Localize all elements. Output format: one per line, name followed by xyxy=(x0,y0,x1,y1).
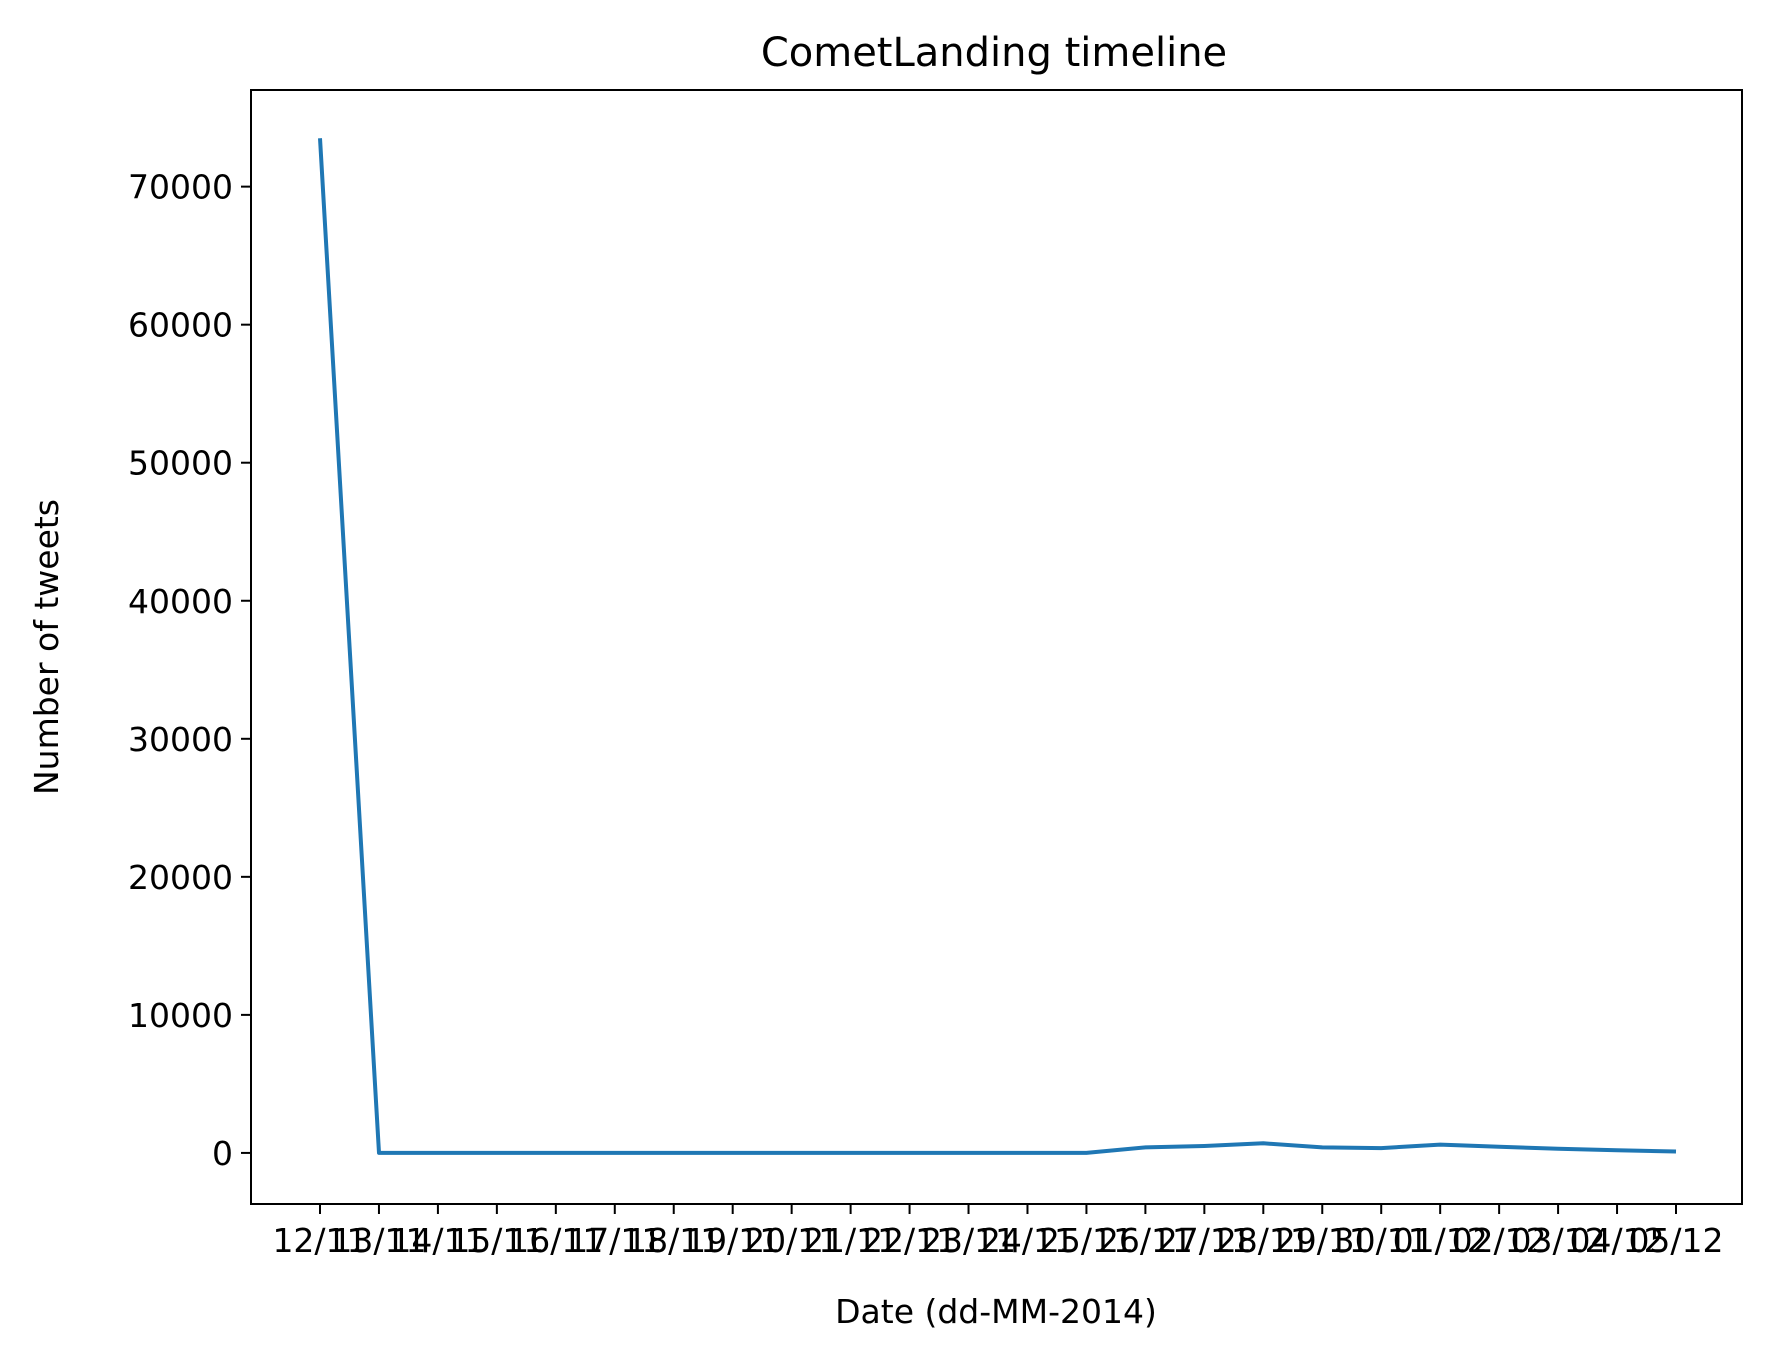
x-tick-label: 26/11 xyxy=(1098,1221,1193,1260)
y-tick-label: 10000 xyxy=(128,996,233,1035)
x-tick-label: 16/11 xyxy=(508,1221,603,1260)
x-tick-label: 21/11 xyxy=(803,1221,898,1260)
y-axis: 0 10000 20000 30000 40000 50000 60000 70000 xyxy=(128,168,251,1173)
x-tick-label: 30/11 xyxy=(1334,1221,1429,1260)
x-tick-label: 05/12 xyxy=(1628,1221,1723,1260)
y-axis-label: Number of tweets xyxy=(27,499,66,795)
x-tick-label: 22/11 xyxy=(862,1221,957,1260)
x-tick-label: 04/12 xyxy=(1569,1221,1664,1260)
x-tick-label: 27/11 xyxy=(1157,1221,1252,1260)
x-tick-label: 17/11 xyxy=(567,1221,662,1260)
x-tick-label: 28/11 xyxy=(1216,1221,1311,1260)
series-line xyxy=(318,138,1677,1155)
y-tick-label: 20000 xyxy=(128,858,233,897)
series-layer xyxy=(318,138,1677,1155)
x-axis-label: Date (dd-MM-2014) xyxy=(835,1292,1157,1331)
y-tick-label: 30000 xyxy=(128,720,233,759)
y-tick-label: 50000 xyxy=(128,444,233,483)
y-tick-label: 70000 xyxy=(128,168,233,207)
x-tick-label: 15/11 xyxy=(449,1221,544,1260)
x-tick-label: 14/11 xyxy=(390,1221,485,1260)
x-tick-label: 18/11 xyxy=(626,1221,721,1260)
x-tick-label: 03/12 xyxy=(1511,1221,1606,1260)
x-tick-label: 29/11 xyxy=(1275,1221,1370,1260)
x-tick-label: 13/11 xyxy=(331,1221,426,1260)
y-tick-label: 60000 xyxy=(128,306,233,345)
chart-title: CometLanding timeline xyxy=(761,30,1227,76)
x-tick-label: 23/11 xyxy=(921,1221,1016,1260)
x-tick-label: 02/12 xyxy=(1452,1221,1547,1260)
x-tick-label: 25/11 xyxy=(1039,1221,1134,1260)
y-tick-label: 0 xyxy=(212,1134,233,1173)
y-tick-label: 40000 xyxy=(128,582,233,621)
x-tick-label: 19/11 xyxy=(685,1221,780,1260)
x-axis: 12/1113/1114/1115/1116/1117/1118/1119/11… xyxy=(272,1204,1724,1260)
x-tick-label: 24/11 xyxy=(980,1221,1075,1260)
x-tick-label: 01/12 xyxy=(1393,1221,1488,1260)
x-tick-label: 20/11 xyxy=(744,1221,839,1260)
x-tick-label: 12/11 xyxy=(272,1221,367,1260)
plot-frame xyxy=(250,89,1743,1205)
